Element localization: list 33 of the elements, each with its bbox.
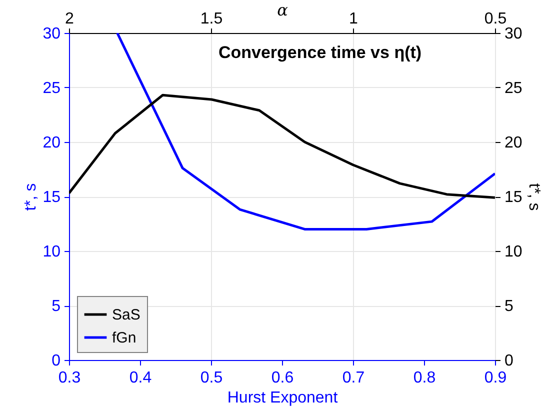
y-tick-label: 5 (52, 298, 61, 315)
x-tick-label: 0.3 (58, 370, 81, 386)
y-tick-label: 0 (52, 352, 61, 370)
y2-tick-label: 30 (504, 26, 522, 42)
y-tick-label: 10 (42, 244, 61, 260)
x2-tick-label: 1 (349, 10, 358, 28)
x-tick-label: 0.5 (200, 370, 223, 386)
x-tick-label: 0.9 (484, 370, 507, 386)
text: Convergence time vs η(t) (218, 43, 422, 62)
x2-tick-label: 2 (65, 10, 74, 28)
legend-label: SaS (112, 306, 140, 324)
x2-axis-title: α (277, 0, 288, 20)
y-tick-label: 30 (42, 26, 61, 42)
y2-tick-label: 25 (504, 80, 522, 97)
y-tick-label: 25 (42, 80, 61, 97)
y2-axis-title: t*, s (525, 183, 542, 211)
y-tick-label: 15 (42, 189, 61, 206)
x-tick-label: 0.6 (271, 370, 294, 386)
y-tick-label: 20 (42, 134, 61, 152)
x-tick-label: 0.7 (342, 370, 365, 386)
x-axis-title: Hurst Exponent (227, 390, 338, 406)
y2-tick-label: 15 (504, 189, 522, 206)
x-tick-label: 0.8 (413, 370, 436, 386)
x2-tick-label: 1.5 (200, 10, 223, 28)
x2-tick-label: 0.5 (484, 10, 507, 28)
line-series (116, 33, 495, 230)
y2-tick-label: 0 (504, 352, 514, 370)
x-tick-label: 0.4 (129, 370, 152, 386)
legend-label: fGn (112, 330, 136, 346)
y2-tick-label: 20 (504, 134, 522, 152)
y-axis-title: t*, s (22, 183, 40, 211)
y2-tick-label: 5 (504, 298, 514, 315)
y2-tick-label: 10 (504, 244, 522, 260)
